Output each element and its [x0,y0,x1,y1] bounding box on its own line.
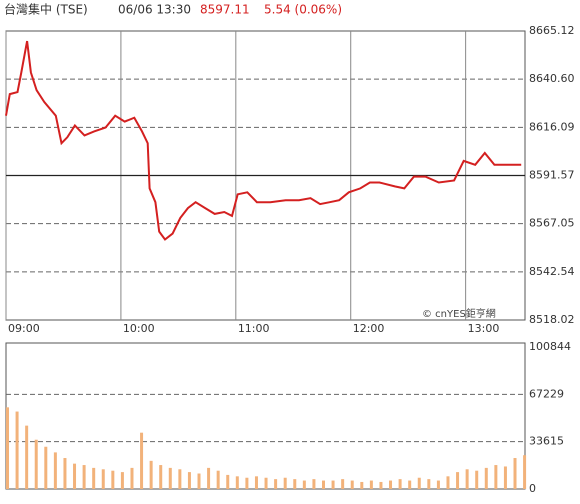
volume-bar [140,432,144,489]
volume-bar [283,477,287,489]
x-tick-label: 12:00 [353,322,385,335]
volume-bar [494,465,498,489]
volume-bar [312,479,316,489]
volume-bar [159,465,163,489]
volume-bar [475,470,479,489]
x-tick-label: 11:00 [238,322,270,335]
y-tick-label: 8567.05 [529,217,575,230]
volume-bar [321,480,325,489]
volume-bar [226,474,230,489]
x-tick-label: 13:00 [468,322,500,335]
volume-bar [513,458,517,489]
volume-bar [187,472,191,489]
volume-bar [523,455,527,489]
y-tick-label: 8616.09 [529,120,575,133]
volume-bar [82,465,86,489]
volume-bar [408,480,412,489]
volume-bar [197,473,201,489]
volume-bar [369,480,373,489]
y-tick-label: 67229 [529,387,564,400]
volume-bar [379,481,383,489]
volume-bar [63,458,67,489]
volume-bar [235,476,239,489]
x-tick-label: 10:00 [123,322,155,335]
volume-bar [398,479,402,489]
y-tick-label: 8518.02 [529,313,575,326]
volume-bar [120,472,124,489]
volume-bar [446,476,450,489]
y-tick-label: 8542.54 [529,265,575,278]
volume-bar [25,425,29,489]
volume-bar [350,480,354,489]
volume-bar [149,460,153,489]
volume-bar [44,446,48,489]
price: 8597.11 [200,3,250,17]
volume-bar [34,439,38,489]
volume-bar [484,467,488,489]
volume-bar [178,469,182,489]
datetime: 06/06 13:30 [118,3,191,17]
volume-bar [92,467,96,489]
y-tick-label: 0 [529,482,536,495]
volume-bar [417,477,421,489]
volume-bar [427,479,431,489]
volume-bar [6,407,9,489]
y-tick-label: 100844 [529,340,571,353]
volume-bar [503,466,507,489]
volume-bar [331,480,335,489]
volume-bar [53,452,57,489]
volume-bar [341,479,345,489]
volume-bar [274,479,278,489]
y-tick-label: 33615 [529,435,564,448]
volume-bar [436,480,440,489]
volume-bar [111,470,115,489]
y-tick-label: 8665.12 [529,24,575,37]
volume-bar [207,467,211,489]
y-tick-label: 8591.57 [529,169,575,182]
volume-bar [130,467,134,489]
volume-bar [245,477,249,489]
volume-bar [168,467,172,489]
volume-bar [73,463,77,489]
volume-bar [101,469,105,489]
index-name: 台灣集中 (TSE) [4,2,88,17]
volume-bar [254,476,258,489]
change: 5.54 (0.06%) [264,3,342,17]
x-tick-label: 09:00 [8,322,40,335]
volume-bar [456,472,460,489]
price-line [5,40,522,241]
volume-bar [216,470,220,489]
volume-bar [264,477,268,489]
volume-bar [15,411,19,489]
volume-bar [389,480,393,489]
volume-bar [360,481,364,489]
volume-bar [465,469,469,489]
watermark: © cnYES鉅亨網 [422,307,496,320]
volume-bar [302,480,306,489]
volume-bar [293,479,297,489]
y-tick-label: 8640.60 [529,72,575,85]
volume-panel [5,342,526,490]
